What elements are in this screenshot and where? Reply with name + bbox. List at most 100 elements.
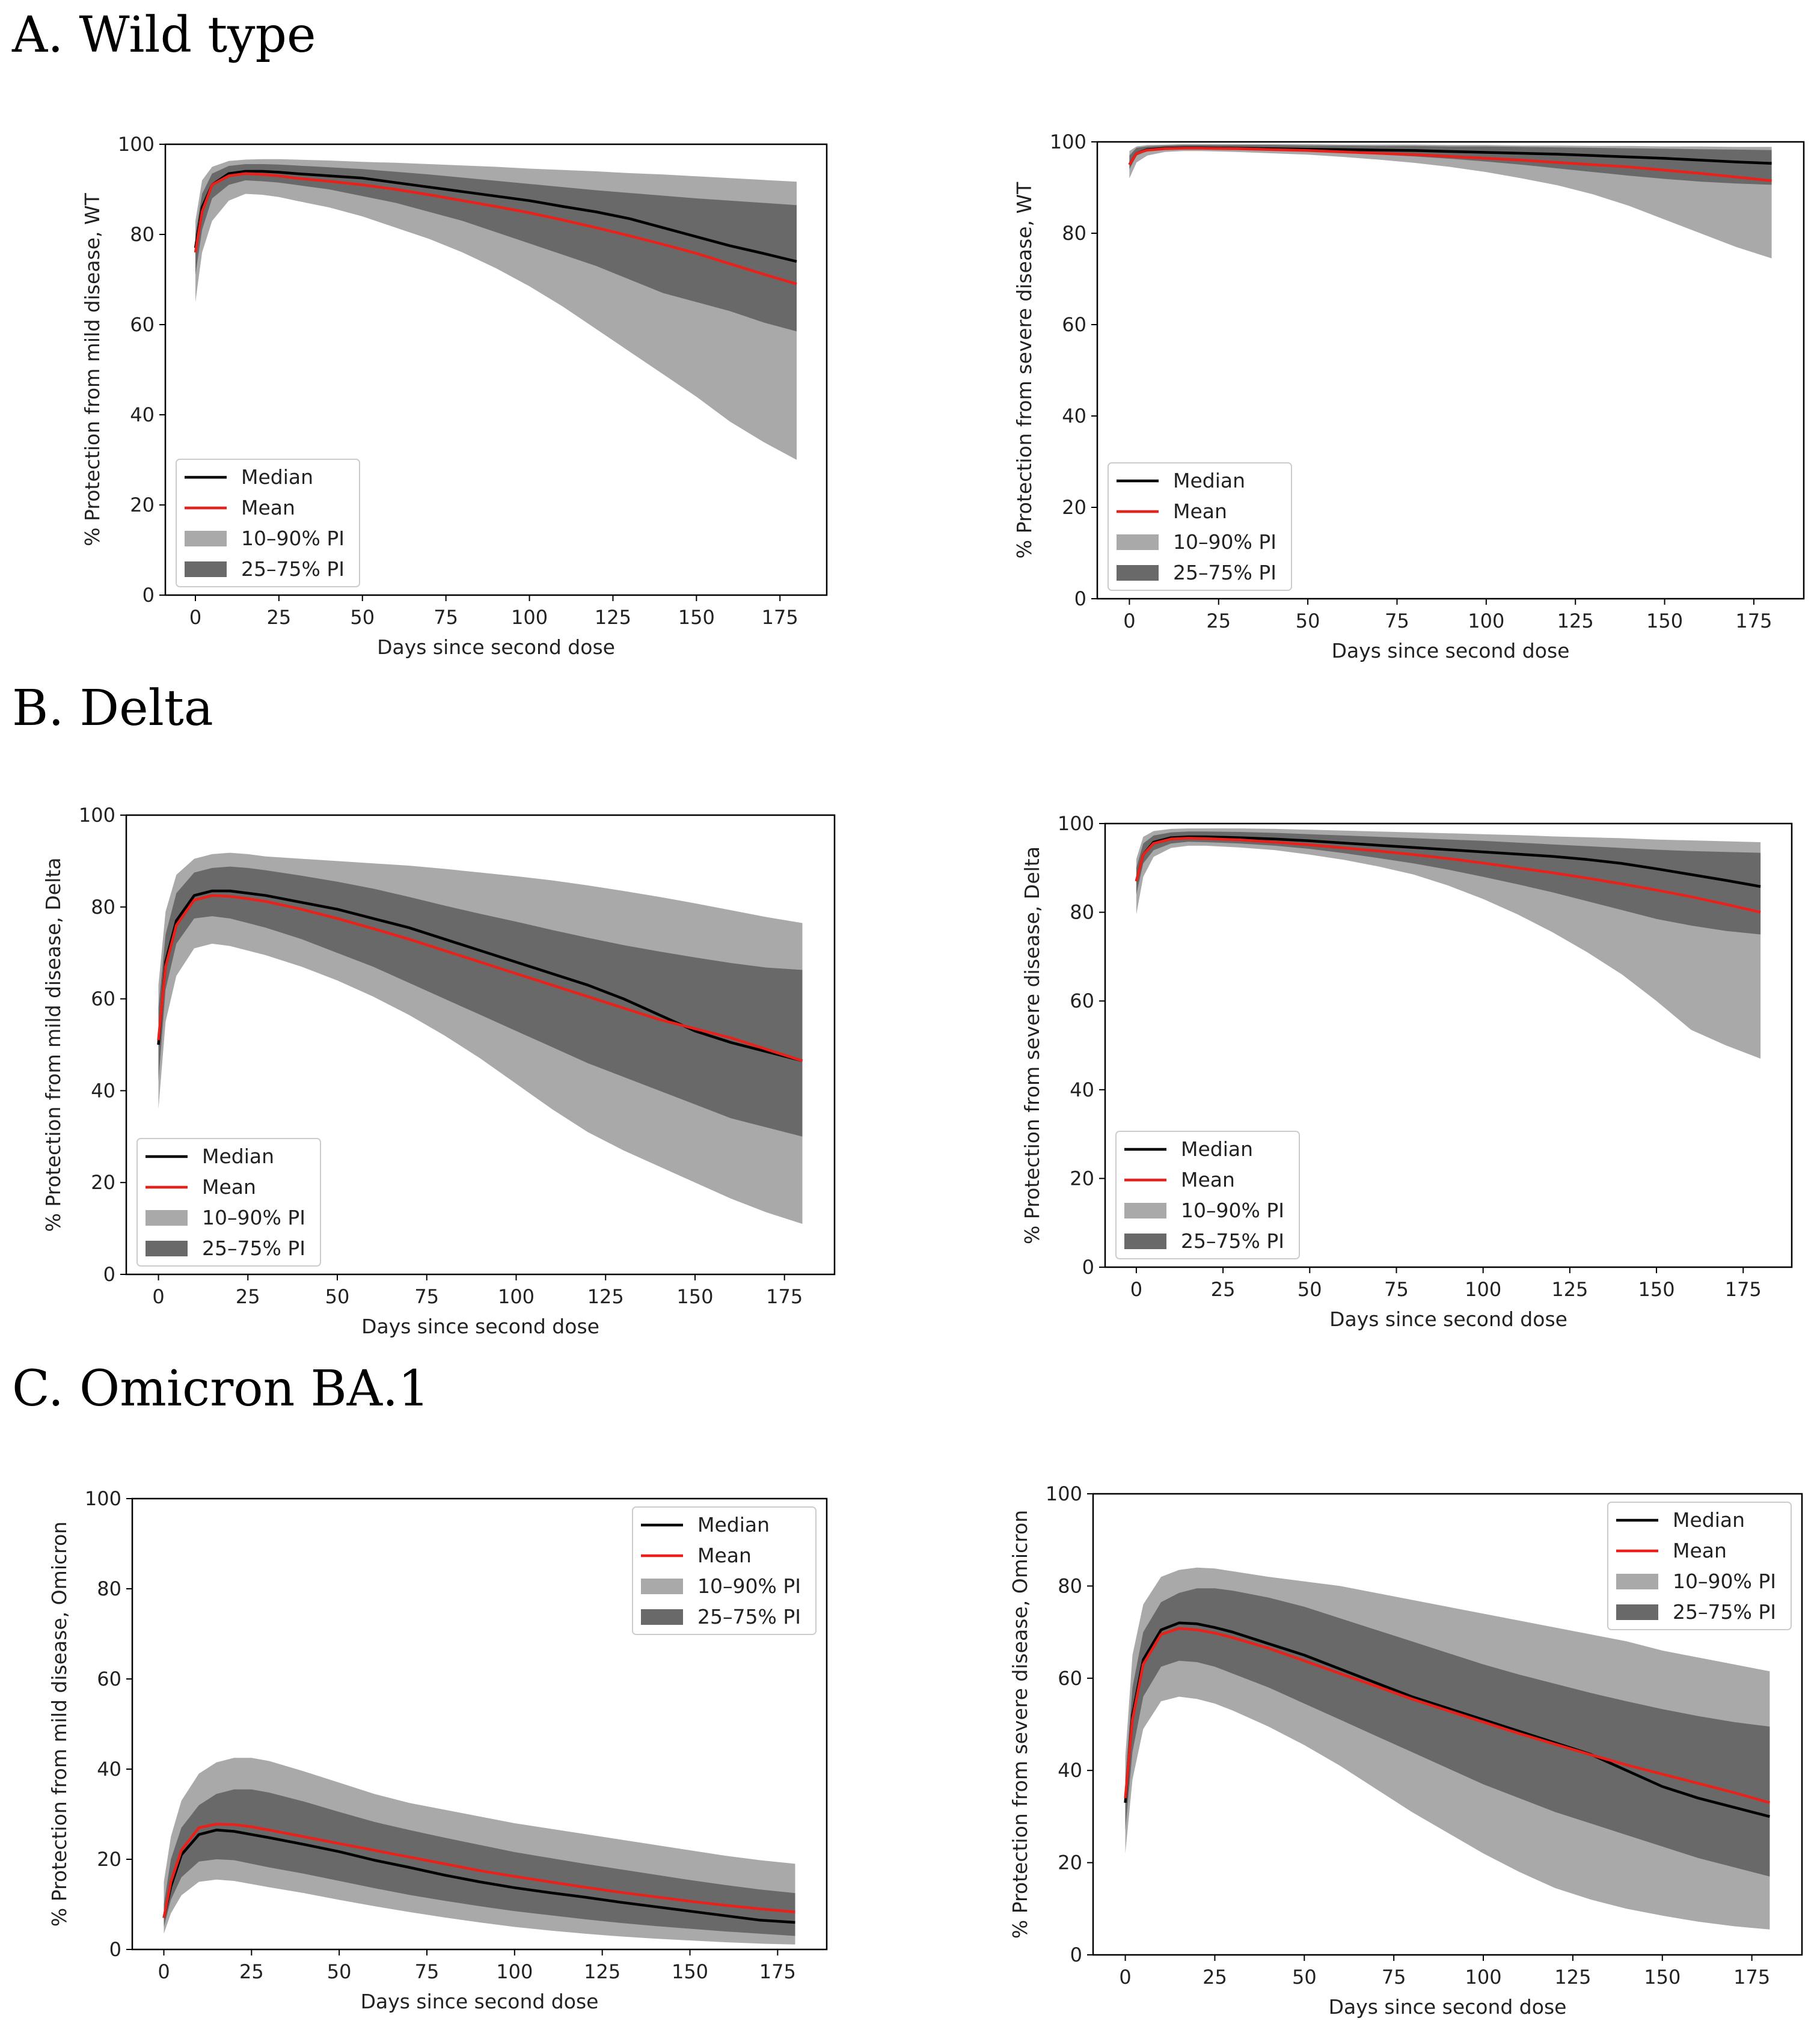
legend-label: Mean	[202, 1175, 256, 1199]
legend-label: 25–75% PI	[202, 1237, 305, 1260]
legend-pi50-swatch	[146, 1241, 188, 1256]
x-axis-label: Days since second dose	[1329, 1307, 1567, 1331]
legend-pi90-swatch	[146, 1210, 188, 1226]
legend-label: 10–90% PI	[241, 527, 345, 550]
plot-area: 0 25 50 75 100 125 150 175 0 20 40 60 80 100 Days sinc…	[1013, 130, 1805, 662]
x-axis-label: Days since second dose	[361, 1315, 599, 1338]
y-tick-label: 40	[1070, 1078, 1094, 1101]
x-tick-label: 75	[434, 606, 458, 629]
y-axis-label: % Protection from severe disease, Omicro…	[1008, 1510, 1032, 1939]
x-tick-label: 100	[1465, 1278, 1501, 1301]
x-tick-label: 125	[1551, 1278, 1588, 1301]
x-tick-label: 125	[584, 1960, 620, 1983]
x-axis-label: Days since second dose	[1332, 639, 1570, 662]
legend-box	[1607, 1502, 1792, 1630]
chart-delta-severe: 0 25 50 75 100 125 150 175 0 20 40 60 80 100 Days sinc…	[1020, 812, 1793, 1331]
legend-label: 10–90% PI	[1181, 1199, 1284, 1222]
x-tick-label: 150	[1646, 610, 1683, 632]
x-tick-label: 100	[1468, 610, 1504, 632]
legend-label: Mean	[697, 1544, 752, 1567]
legend-box	[176, 459, 360, 587]
x-tick-label: 125	[595, 606, 631, 629]
legend-label: 10–90% PI	[697, 1574, 801, 1598]
y-tick-label: 100	[1046, 1482, 1082, 1505]
section-title-omicron: C. Omicron BA.1	[12, 1360, 430, 1417]
x-tick-label: 125	[587, 1285, 624, 1308]
legend-box	[632, 1506, 817, 1635]
legend-label: 25–75% PI	[241, 557, 345, 581]
y-axis-label: % Protection from severe disease, Delta	[1020, 846, 1044, 1244]
y-tick-label: 80	[97, 1577, 121, 1600]
x-tick-label: 125	[1554, 1966, 1591, 1989]
chart-omicron-severe: 0 25 50 75 100 125 150 175 0 20 40 60 80 100 Days sinc…	[1008, 1482, 1803, 2019]
x-tick-label: 0	[152, 1285, 164, 1308]
median-line	[194, 170, 797, 263]
x-tick-label: 25	[267, 606, 292, 629]
legend-pi90-swatch	[1616, 1574, 1658, 1589]
x-tick-label: 25	[1206, 610, 1231, 632]
x-tick-label: 50	[1292, 1966, 1317, 1989]
legend: Median Mean 10–90% PI 25–75% PI	[1607, 1502, 1792, 1630]
y-tick-label: 0	[1074, 587, 1086, 610]
legend: Median Mean 10–90% PI 25–75% PI	[632, 1506, 817, 1635]
mean-line	[162, 1823, 795, 1918]
legend-pi50-swatch	[1124, 1234, 1166, 1249]
mean-line	[1135, 837, 1761, 914]
y-tick-label: 100	[118, 133, 155, 156]
x-tick-label: 175	[759, 1960, 796, 1983]
chart-wt-mild: 0 25 50 75 100 125 150 175 0 20 40 60 80 100 Days sinc…	[81, 133, 828, 659]
y-tick-label: 0	[103, 1263, 115, 1286]
x-axis-label: Days since second dose	[1329, 1995, 1567, 2019]
chart-omicron-mild: 0 25 50 75 100 125 150 175 0 20 40 60 80 100 Days sinc…	[47, 1487, 828, 2013]
x-tick-label: 25	[239, 1960, 264, 1983]
legend-box	[1108, 462, 1292, 591]
y-tick-label: 0	[1070, 1943, 1082, 1966]
y-tick-label: 80	[91, 896, 115, 919]
legend-label: Mean	[241, 496, 295, 519]
y-tick-label: 40	[130, 403, 155, 426]
x-tick-label: 0	[189, 606, 201, 629]
plot-frame	[125, 814, 836, 1276]
legend-label: 10–90% PI	[202, 1206, 305, 1229]
x-tick-label: 150	[1644, 1966, 1681, 1989]
band-25-75-pi	[158, 866, 803, 1137]
median-line	[162, 1829, 795, 1924]
plot-area: 0 25 50 75 100 125 150 175 0 20 40 60 80 100 Days sinc…	[47, 1487, 828, 2013]
x-tick-label: 75	[1385, 610, 1409, 632]
x-tick-label: 150	[1638, 1278, 1675, 1301]
legend-pi90-swatch	[1124, 1203, 1166, 1218]
plot-frame	[164, 143, 828, 596]
x-tick-label: 150	[678, 606, 715, 629]
y-tick-label: 80	[130, 223, 155, 246]
y-axis-label: % Protection from mild disease, WT	[81, 192, 104, 546]
x-tick-label: 125	[1557, 610, 1594, 632]
legend: Median Mean 10–90% PI 25–75% PI	[176, 459, 360, 587]
mean-line	[194, 172, 797, 286]
plot-area: 0 25 50 75 100 125 150 175 0 20 40 60 80 100 Days sinc…	[81, 133, 828, 659]
x-tick-label: 50	[325, 1285, 350, 1308]
x-tick-label: 175	[762, 606, 798, 629]
legend-label: Median	[241, 465, 313, 489]
x-tick-label: 50	[350, 606, 375, 629]
y-tick-label: 60	[1070, 989, 1094, 1012]
legend-label: 25–75% PI	[697, 1605, 801, 1628]
median-line	[1124, 1621, 1770, 1818]
legend: Median Mean 10–90% PI 25–75% PI	[1108, 462, 1292, 591]
legend-label: 25–75% PI	[1673, 1600, 1776, 1624]
legend-pi50-swatch	[641, 1609, 683, 1625]
band-25-75-pi	[195, 164, 797, 332]
y-tick-label: 40	[1062, 405, 1086, 427]
mean-line	[1128, 147, 1772, 182]
legend-label: Median	[1181, 1137, 1253, 1161]
legend-box	[1115, 1131, 1300, 1259]
y-tick-label: 0	[142, 584, 155, 607]
y-tick-label: 0	[109, 1938, 121, 1961]
legend-label: Median	[697, 1513, 770, 1536]
y-tick-label: 20	[1062, 496, 1086, 519]
legend-pi50-swatch	[1117, 565, 1159, 581]
x-tick-label: 75	[1384, 1278, 1409, 1301]
y-axis-label: % Protection from severe disease, WT	[1013, 182, 1036, 558]
band-25-75-pi	[1125, 1588, 1770, 1877]
band-25-75-pi	[1136, 831, 1761, 935]
y-tick-label: 80	[1062, 222, 1086, 245]
